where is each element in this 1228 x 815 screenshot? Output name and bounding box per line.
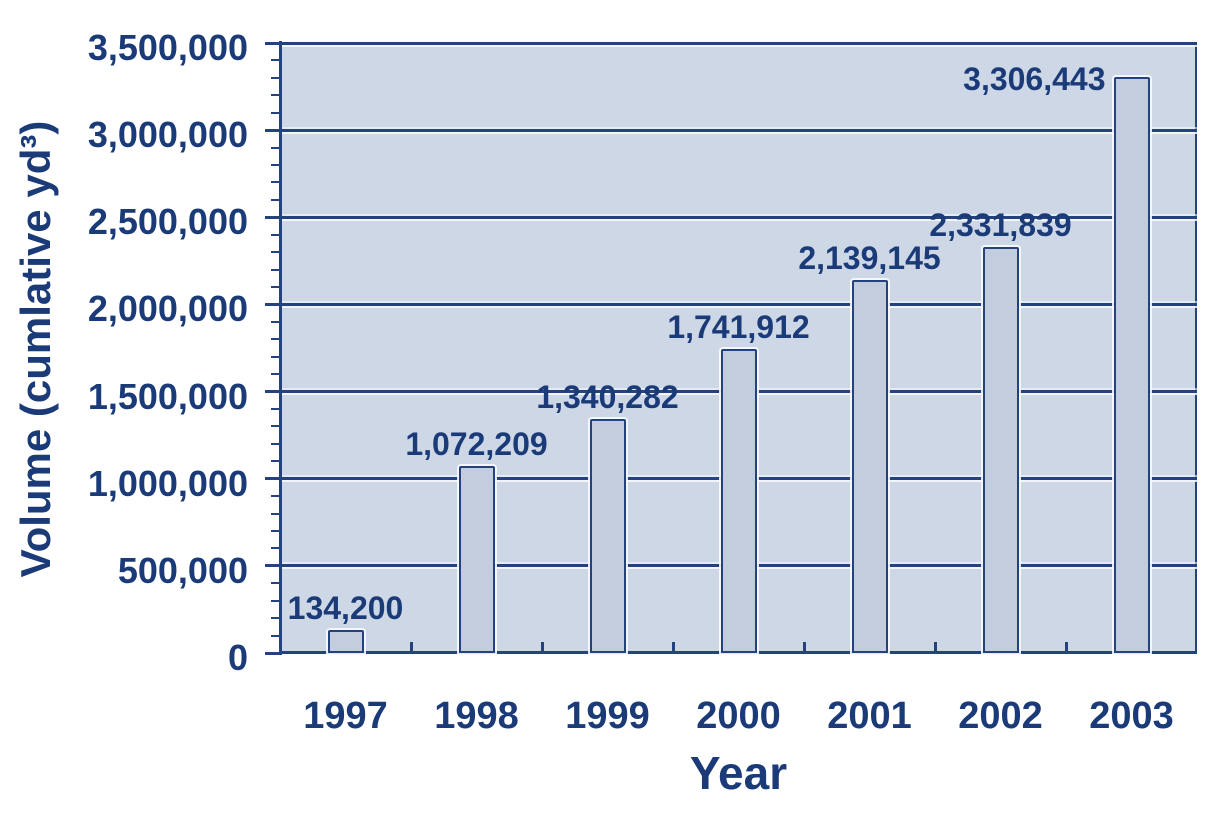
x-boundary-tick-5 [933, 642, 937, 652]
y-gridline-3500000 [282, 41, 1197, 45]
y-minor-tick-3400000 [271, 59, 282, 62]
y-major-tick-3000000 [265, 128, 282, 132]
y-minor-tick-1700000 [271, 355, 282, 358]
y-minor-tick-3300000 [271, 76, 282, 79]
x-tick-label-2003: 2003 [1089, 695, 1174, 737]
y-tick-label-2500000: 2,500,000 [87, 201, 248, 243]
y-minor-tick-2700000 [271, 181, 282, 184]
y-minor-tick-2900000 [271, 146, 282, 149]
bar-2003 [1113, 77, 1150, 653]
y-major-tick-2500000 [265, 215, 282, 219]
bar-1998 [458, 466, 495, 653]
bar-value-label-1998: 1,072,209 [405, 426, 548, 462]
x-boundary-tick-4 [802, 642, 806, 652]
bar-value-label-2002: 2,331,839 [929, 207, 1072, 243]
y-minor-tick-2800000 [271, 164, 282, 166]
y-tick-label-500000: 500,000 [117, 549, 248, 591]
x-axis-title: Year [689, 747, 788, 799]
y-gridline-2000000 [282, 302, 1197, 306]
y-major-tick-1000000 [265, 477, 282, 481]
y-minor-tick-2300000 [271, 251, 282, 254]
x-boundary-tick-1 [409, 642, 413, 652]
y-minor-tick-2600000 [271, 198, 282, 201]
y-tick-label-3000000: 3,000,000 [87, 114, 248, 156]
y-minor-tick-700000 [271, 530, 282, 532]
y-tick-label-0: 0 [227, 637, 248, 678]
y-minor-tick-1400000 [271, 408, 282, 410]
y-tick-label-1000000: 1,000,000 [87, 462, 248, 504]
y-minor-tick-900000 [271, 495, 282, 498]
y-minor-tick-1300000 [271, 425, 282, 428]
x-tick-label-2001: 2001 [827, 695, 912, 737]
y-major-tick-2000000 [265, 302, 282, 306]
y-minor-tick-600000 [271, 547, 282, 550]
bar-1997 [327, 630, 364, 653]
y-minor-tick-400000 [271, 582, 282, 585]
y-tick-label-3500000: 3,500,000 [87, 27, 248, 68]
x-tick-label-1997: 1997 [303, 695, 388, 737]
bar-value-label-2000: 1,741,912 [667, 309, 810, 345]
x-tick-label-2000: 2000 [696, 695, 781, 737]
y-minor-tick-2200000 [271, 268, 282, 271]
x-tick-label-2002: 2002 [958, 695, 1043, 737]
y-minor-tick-1600000 [271, 373, 282, 376]
y-minor-tick-1100000 [271, 460, 282, 463]
bar-value-label-1999: 1,340,282 [536, 379, 679, 415]
bar-2000 [720, 349, 757, 653]
x-tick-label-1998: 1998 [434, 695, 519, 737]
bar-1999 [589, 419, 626, 653]
y-minor-tick-800000 [271, 512, 282, 515]
x-boundary-tick-3 [671, 642, 675, 652]
y-minor-tick-100000 [271, 634, 282, 637]
bar-2002 [982, 247, 1019, 653]
x-tick-label-1999: 1999 [565, 695, 650, 737]
y-minor-tick-1200000 [271, 442, 282, 445]
y-major-tick-500000 [265, 564, 282, 568]
y-major-tick-3500000 [265, 41, 282, 45]
bar-value-label-1997: 134,200 [287, 590, 404, 626]
y-minor-tick-1900000 [271, 320, 282, 323]
y-axis-line [279, 41, 282, 653]
bar-2001 [851, 280, 888, 653]
x-boundary-tick-6 [1064, 642, 1068, 652]
y-minor-tick-1800000 [271, 338, 282, 341]
bar-value-label-2003: 3,306,443 [963, 61, 1106, 97]
x-boundary-tick-2 [540, 642, 544, 652]
y-minor-tick-200000 [271, 617, 282, 620]
y-major-tick-1500000 [265, 390, 282, 394]
y-tick-label-2000000: 2,000,000 [87, 288, 248, 330]
y-tick-label-1500000: 1,500,000 [87, 375, 248, 417]
y-minor-tick-2400000 [271, 233, 282, 236]
bar-value-label-2001: 2,139,145 [798, 240, 941, 276]
y-gridline-3000000 [282, 128, 1197, 132]
y-gridline-2500000 [282, 215, 1197, 219]
y-minor-tick-3200000 [271, 94, 282, 97]
y-major-tick-0 [265, 651, 282, 655]
y-minor-tick-3100000 [271, 111, 282, 114]
y-minor-tick-300000 [271, 599, 282, 602]
y-minor-tick-2100000 [271, 286, 282, 288]
